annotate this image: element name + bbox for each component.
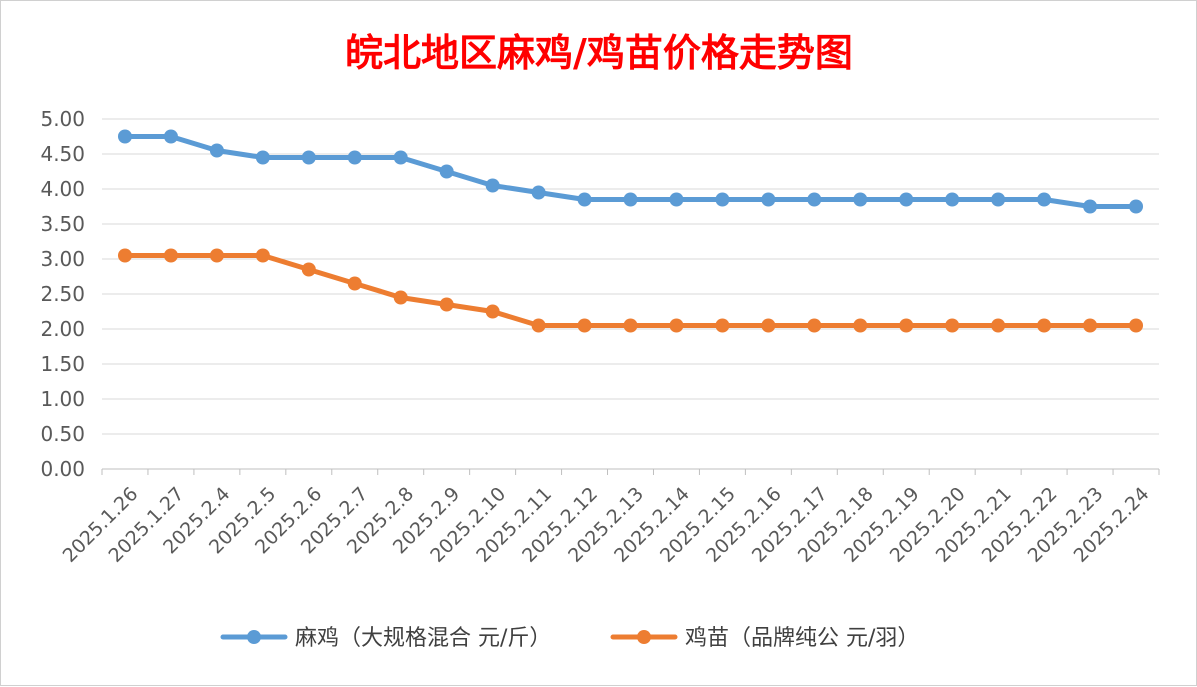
data-point[interactable] [485,304,500,319]
y-tick-label: 2.50 [40,282,85,306]
data-point[interactable] [945,192,960,207]
series-layer [117,129,1144,333]
data-point[interactable] [761,192,776,207]
x-axis: 2025.1.262025.1.272025.2.42025.2.52025.2… [59,469,1160,567]
data-point[interactable] [531,318,546,333]
data-point[interactable] [991,192,1006,207]
data-point[interactable] [117,129,132,144]
y-tick-label: 1.50 [40,352,85,376]
data-point[interactable] [393,150,408,165]
y-tick-label: 0.50 [40,422,85,446]
data-point[interactable] [1037,192,1052,207]
data-point[interactable] [669,192,684,207]
data-point[interactable] [807,192,822,207]
data-point[interactable] [255,248,270,263]
data-point[interactable] [945,318,960,333]
y-axis: 0.00 0.50 1.00 1.50 2.00 2.50 3.00 3.50 4.00 4.50… [40,107,85,481]
data-point[interactable] [117,248,132,263]
data-point[interactable] [209,143,224,158]
legend-item-2[interactable]: 鸡苗（品牌纯公 元/羽） [610,626,919,651]
data-point[interactable] [1083,318,1098,333]
legend-item-1[interactable]: 麻鸡（大规格混合 元/斤） [220,626,551,651]
data-point[interactable] [577,318,592,333]
data-point[interactable] [301,262,316,277]
data-point[interactable] [1129,199,1144,214]
data-point[interactable] [163,129,178,144]
data-point[interactable] [899,192,914,207]
data-point[interactable] [899,318,914,333]
data-point[interactable] [209,248,224,263]
legend-swatch-marker [247,630,261,644]
data-point[interactable] [761,318,776,333]
y-tick-label: 5.00 [40,107,85,131]
y-tick-label: 4.00 [40,177,85,201]
y-tick-label: 4.50 [40,142,85,166]
data-point[interactable] [301,150,316,165]
y-tick-label: 0.00 [40,457,85,481]
data-point[interactable] [623,318,638,333]
data-point[interactable] [1129,318,1144,333]
data-point[interactable] [715,192,730,207]
grid-lines [102,118,1159,470]
data-point[interactable] [163,248,178,263]
series-line [122,253,1139,328]
data-point[interactable] [439,297,454,312]
data-point[interactable] [1037,318,1052,333]
data-point[interactable] [853,318,868,333]
series-2 [117,248,1144,333]
y-tick-label: 3.00 [40,247,85,271]
legend-label: 麻鸡（大规格混合 元/斤） [295,626,551,651]
data-point[interactable] [715,318,730,333]
data-point[interactable] [1083,199,1098,214]
data-point[interactable] [623,192,638,207]
data-point[interactable] [347,276,362,291]
data-point[interactable] [991,318,1006,333]
y-tick-label: 2.00 [40,317,85,341]
data-point[interactable] [853,192,868,207]
data-point[interactable] [531,185,546,200]
series-1 [117,129,1144,214]
data-point[interactable] [669,318,684,333]
data-point[interactable] [439,164,454,179]
data-point[interactable] [485,178,500,193]
data-point[interactable] [393,290,408,305]
y-tick-label: 3.50 [40,212,85,236]
y-tick-label: 1.00 [40,387,85,411]
data-point[interactable] [577,192,592,207]
legend[interactable]: 麻鸡（大规格混合 元/斤） 鸡苗（品牌纯公 元/羽） [220,626,919,651]
data-point[interactable] [807,318,822,333]
chart-title: 皖北地区麻鸡/鸡苗价格走势图 [345,30,853,75]
data-point[interactable] [347,150,362,165]
legend-swatch-marker [637,630,651,644]
data-point[interactable] [255,150,270,165]
legend-label: 鸡苗（品牌纯公 元/羽） [685,626,919,651]
